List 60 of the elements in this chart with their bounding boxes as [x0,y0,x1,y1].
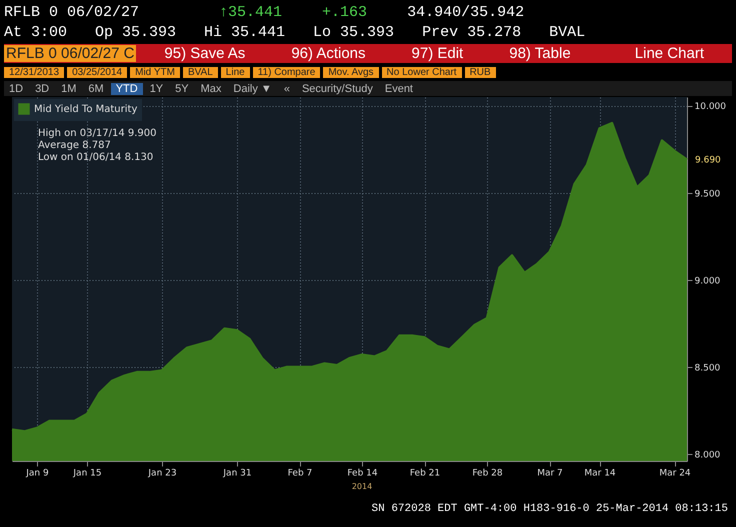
text: Lo 35.393 [313,24,394,41]
text: RFLB 0 06/02/27 C [4,45,136,62]
text: 5Y [174,82,190,94]
x-tick-label: Feb 7 [288,468,312,478]
x-tick-label: Jan 9 [25,468,49,478]
text: 12/31/2013 [4,67,64,78]
text: BVAL [182,67,218,78]
x-tick-label: Mar 24 [659,468,691,478]
x-tick-label: Jan 15 [72,468,102,478]
text: « [282,82,291,94]
y-tick-label: 9.500 [694,189,721,200]
x-tick-label: Mar 14 [584,468,616,478]
text: Security/Study [300,82,374,94]
text: 95) Save As [163,45,246,62]
x-tick-label: Jan 31 [222,468,252,478]
text: 03/25/2014 [67,67,128,78]
x-tick-label: Mar 7 [537,468,563,478]
annotation: High on 03/17/14 9.900 [38,128,157,139]
text: 3D [34,82,50,94]
text: YTD [110,82,143,94]
text: No Lower Chart [382,67,462,78]
y-tick-label: 8.500 [694,363,721,374]
text: Hi 35.441 [204,24,286,41]
text: 1Y [148,82,164,94]
text: 11) Compare [252,67,320,78]
text: 1D [8,82,24,94]
text: 2014 [352,482,372,491]
text: Event [384,82,414,94]
annotation: Average 8.787 [38,140,111,151]
text: 97) Edit [410,45,464,62]
text: BVAL [549,24,586,41]
y-tick-label: 8.000 [694,450,721,461]
legend-label: Mid Yield To Maturity [34,104,138,115]
y-tick-label: 9.000 [694,276,721,286]
text: Daily ▼ [232,82,273,94]
text: 6M [87,82,105,94]
text: At 3:00 [4,24,68,41]
text: 98) Table [508,45,572,62]
y-tick-label: 10.000 [694,102,726,112]
x-tick-label: Feb 21 [410,468,440,478]
chart-title: RFLB 0 06/02/27 [4,4,140,21]
x-tick-label: Feb 28 [472,468,503,478]
text: +.163 [322,4,368,21]
x-tick-label: Jan 23 [147,468,177,478]
x-tick-label: Feb 14 [347,468,378,478]
text: Line Chart [634,45,705,62]
text: Prev 35.278 [422,24,522,41]
annotation: Low on 01/06/14 8.130 [38,152,154,163]
text: Mov. Avgs [323,67,379,78]
text: 1M [60,82,78,94]
text: Op 35.393 [95,24,176,41]
text: 34.940/35.942 [407,4,524,21]
text: 96) Actions [290,45,367,62]
text: Line [220,67,250,78]
text: 9.690 [695,156,722,166]
text: SN 672028 EDT GMT-4:00 H183-916-0 25-Mar-2014 08:13:15 [372,503,728,515]
text: Mid YTM [130,67,180,78]
text: ↑35.441 [219,4,282,21]
text: RUB [464,67,496,78]
text: Max [200,82,222,94]
